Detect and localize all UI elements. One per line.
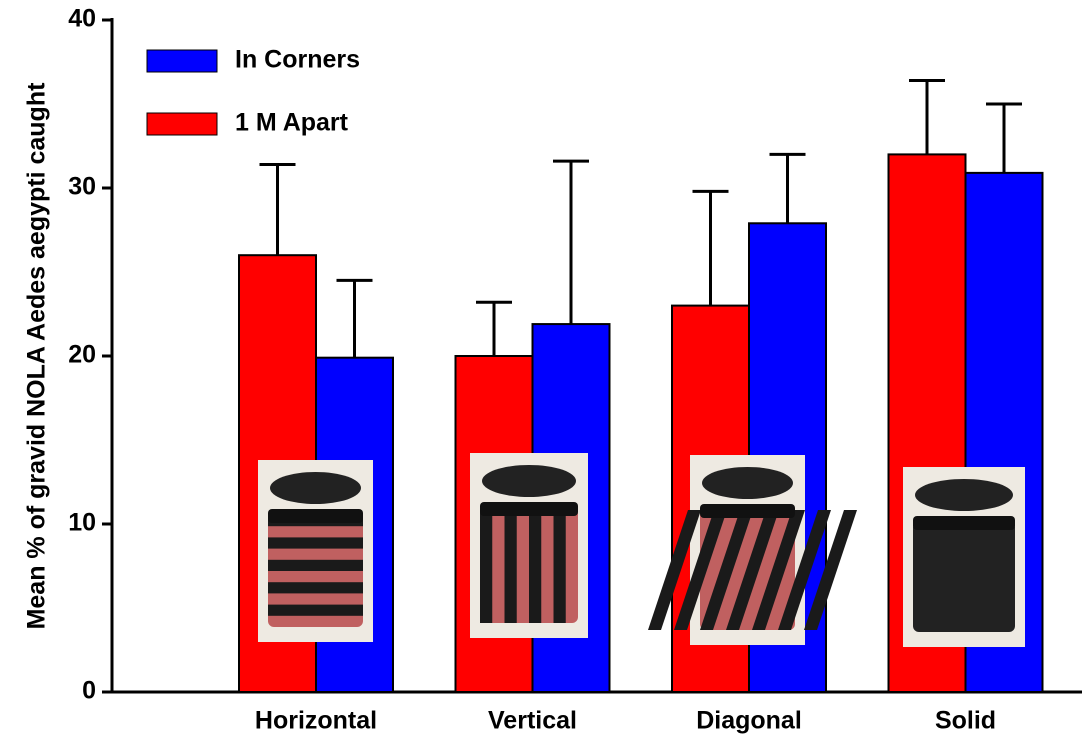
stripe xyxy=(804,510,857,630)
trap-photo xyxy=(470,453,588,638)
stripe xyxy=(529,508,542,623)
x-tick-label: Diagonal xyxy=(696,707,802,735)
stripe xyxy=(752,510,805,630)
stripe xyxy=(268,582,363,594)
trap-photo xyxy=(258,460,373,642)
y-tick-label: 20 xyxy=(68,341,96,369)
stripe xyxy=(504,508,517,623)
error-bar xyxy=(259,162,296,256)
legend-swatch xyxy=(146,112,218,136)
trap-lid xyxy=(270,472,361,504)
trap-lid xyxy=(915,479,1013,511)
stripe xyxy=(268,537,363,549)
legend-label: In Corners xyxy=(235,46,360,74)
error-bar xyxy=(476,300,512,356)
stripe xyxy=(268,604,363,616)
x-tick-label: Solid xyxy=(935,707,996,735)
stripe xyxy=(700,510,753,630)
y-tick-label: 0 xyxy=(82,677,96,705)
stripe xyxy=(674,510,727,630)
trap-photo xyxy=(648,455,857,645)
x-tick-label: Horizontal xyxy=(255,707,377,735)
stripe xyxy=(268,559,363,571)
error-bar xyxy=(986,102,1022,173)
stripe xyxy=(726,510,779,630)
error-bar xyxy=(336,278,373,358)
y-tick-label: 40 xyxy=(68,5,96,33)
y-tick-label: 30 xyxy=(68,173,96,201)
stripe xyxy=(553,508,566,623)
error-bar xyxy=(909,78,945,155)
trap-rim xyxy=(700,504,795,518)
trap-rim xyxy=(480,502,578,516)
y-axis-label: Mean % of gravid NOLA Aedes aegypti caug… xyxy=(23,82,51,630)
trap-photo xyxy=(903,467,1025,647)
trap-body xyxy=(913,522,1015,632)
error-bar xyxy=(553,159,589,325)
trap-rim xyxy=(268,509,363,523)
stripe xyxy=(648,510,701,630)
stripe xyxy=(480,508,493,623)
error-bar xyxy=(769,152,806,224)
y-tick-label: 10 xyxy=(68,509,96,537)
trap-rim xyxy=(913,516,1015,530)
legend-swatch xyxy=(146,49,218,73)
trap-lid xyxy=(702,467,793,499)
legend-label: 1 M Apart xyxy=(235,109,349,137)
stripe xyxy=(778,510,831,630)
x-tick-label: Vertical xyxy=(488,707,577,735)
error-bar xyxy=(692,189,729,306)
trap-lid xyxy=(482,465,576,497)
